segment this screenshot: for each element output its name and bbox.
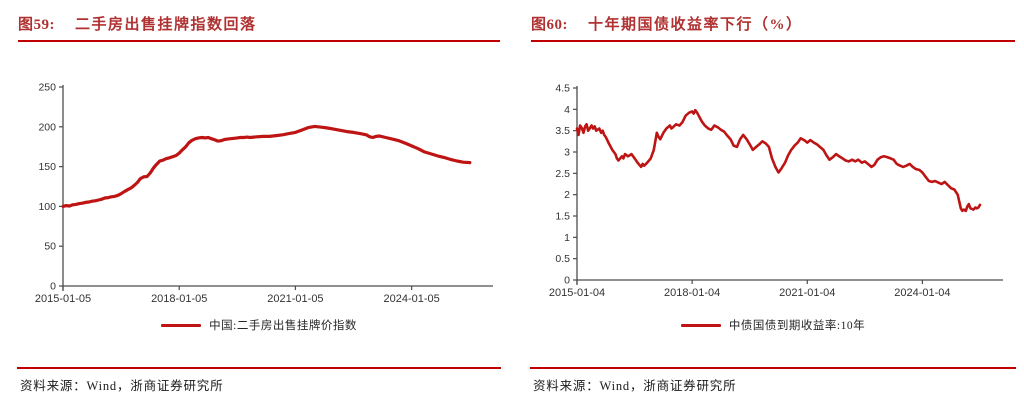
y-tick-label: 0 bbox=[564, 275, 570, 287]
figure-59-header: 图59: 二手房出售挂牌指数回落 bbox=[18, 13, 257, 34]
y-tick-label: 0 bbox=[50, 281, 56, 293]
series-line bbox=[61, 124, 472, 208]
x-tick-label: 2015-01-05 bbox=[35, 293, 91, 305]
y-tick-label: 4 bbox=[564, 104, 570, 116]
y-tick-label: 50 bbox=[44, 241, 56, 253]
figure-59-source-rule bbox=[17, 367, 501, 369]
y-tick-label: 250 bbox=[38, 82, 56, 94]
x-tick-label: 2024-01-04 bbox=[894, 287, 950, 299]
figure-59-label: 图59: bbox=[18, 17, 55, 33]
figure-59-title: 二手房出售挂牌指数回落 bbox=[75, 17, 257, 33]
figure-60-source-note: 资料来源：Wind，浙商证券研究所 bbox=[533, 379, 737, 393]
y-tick-label: 1 bbox=[564, 232, 570, 244]
y-tick-label: 4.5 bbox=[555, 83, 570, 95]
figure-60-title-rule bbox=[531, 40, 1015, 42]
x-tick-label: 2021-01-05 bbox=[267, 293, 323, 305]
figure-60-title: 十年期国债收益率下行（%） bbox=[588, 17, 803, 33]
housing-index-line-chart: 0 50 100 150 200 250 2015-01-05 2018-01-05 2021-… bbox=[35, 82, 493, 305]
y-tick-label: 0.5 bbox=[555, 253, 570, 265]
x-tick-label: 2024-01-05 bbox=[384, 293, 440, 305]
y-tick-label: 3.5 bbox=[555, 125, 570, 137]
y-tick-label: 100 bbox=[38, 201, 56, 213]
figure-60-header: 图60: 十年期国债收益率下行（%） bbox=[531, 13, 803, 34]
y-tick-label: 1.5 bbox=[555, 211, 570, 223]
figure-60-label: 图60: bbox=[531, 17, 568, 33]
y-tick-label: 150 bbox=[38, 161, 56, 173]
figure-60-legend: 中债国债到期收益率:10年 bbox=[531, 317, 1015, 333]
legend-line-swatch bbox=[161, 323, 202, 327]
figure-60-source-rule bbox=[530, 367, 1016, 369]
figure-59-title-rule bbox=[18, 40, 500, 42]
y-tick-label: 200 bbox=[38, 121, 56, 133]
y-tick-label: 2.5 bbox=[555, 168, 570, 180]
legend-label: 中债国债到期收益率:10年 bbox=[728, 320, 866, 332]
y-tick-label: 2 bbox=[564, 189, 570, 201]
y-tick-label: 3 bbox=[564, 147, 570, 159]
figure-59-source-note: 资料来源：Wind，浙商证券研究所 bbox=[20, 379, 224, 393]
treasury-yield-line-chart: 0 0.5 1 1.5 2 2.5 3 3.5 4 4.5 2015-01-04 2018-01-04… bbox=[549, 83, 1003, 299]
series-line bbox=[575, 108, 982, 213]
legend-line-swatch bbox=[680, 323, 721, 327]
figure-59-panel: 图59: 二手房出售挂牌指数回落 0 50 100 150 200 250 2015-01-0… bbox=[17, 0, 501, 403]
figure-60-panel: 图60: 十年期国债收益率下行（%） 0 0.5 1 1.5 2 2.5 3 3.5 4 4.5 20… bbox=[530, 0, 1016, 403]
x-tick-label: 2018-01-05 bbox=[151, 293, 207, 305]
x-tick-label: 2021-01-04 bbox=[779, 287, 835, 299]
legend-label: 中国:二手房出售挂牌价指数 bbox=[209, 320, 357, 332]
x-tick-label: 2015-01-04 bbox=[549, 287, 605, 299]
x-tick-label: 2018-01-04 bbox=[664, 287, 720, 299]
figure-59-legend: 中国:二手房出售挂牌价指数 bbox=[18, 317, 500, 333]
